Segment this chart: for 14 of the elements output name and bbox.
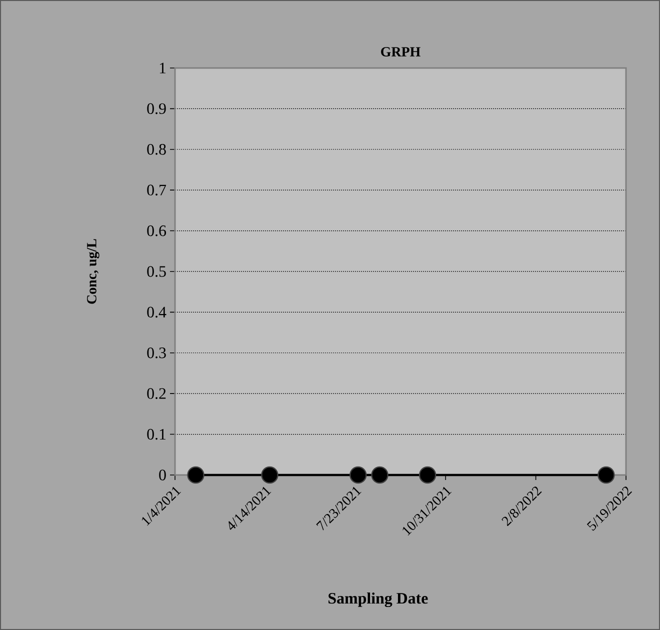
- y-tick-label: 0: [159, 470, 166, 480]
- chart-title: GRPH: [381, 47, 420, 56]
- y-tick-label: 0.2: [147, 388, 166, 399]
- x-axis-title: Sampling Date: [328, 592, 428, 608]
- y-tick-label: 0.6: [147, 225, 166, 236]
- y-tick-label: 1: [160, 62, 166, 74]
- y-tick-label: 0.9: [147, 103, 166, 114]
- y-tick-label: 0.8: [147, 144, 166, 155]
- y-tick-label: 0.1: [147, 428, 166, 440]
- y-axis-title: Conc, ug/L: [87, 239, 100, 304]
- y-tick-label: 0.4: [147, 306, 166, 318]
- y-tick-label: 0.7: [147, 184, 166, 196]
- y-tick-label: 0.3: [147, 347, 166, 358]
- y-tick-label: 0.5: [147, 266, 166, 277]
